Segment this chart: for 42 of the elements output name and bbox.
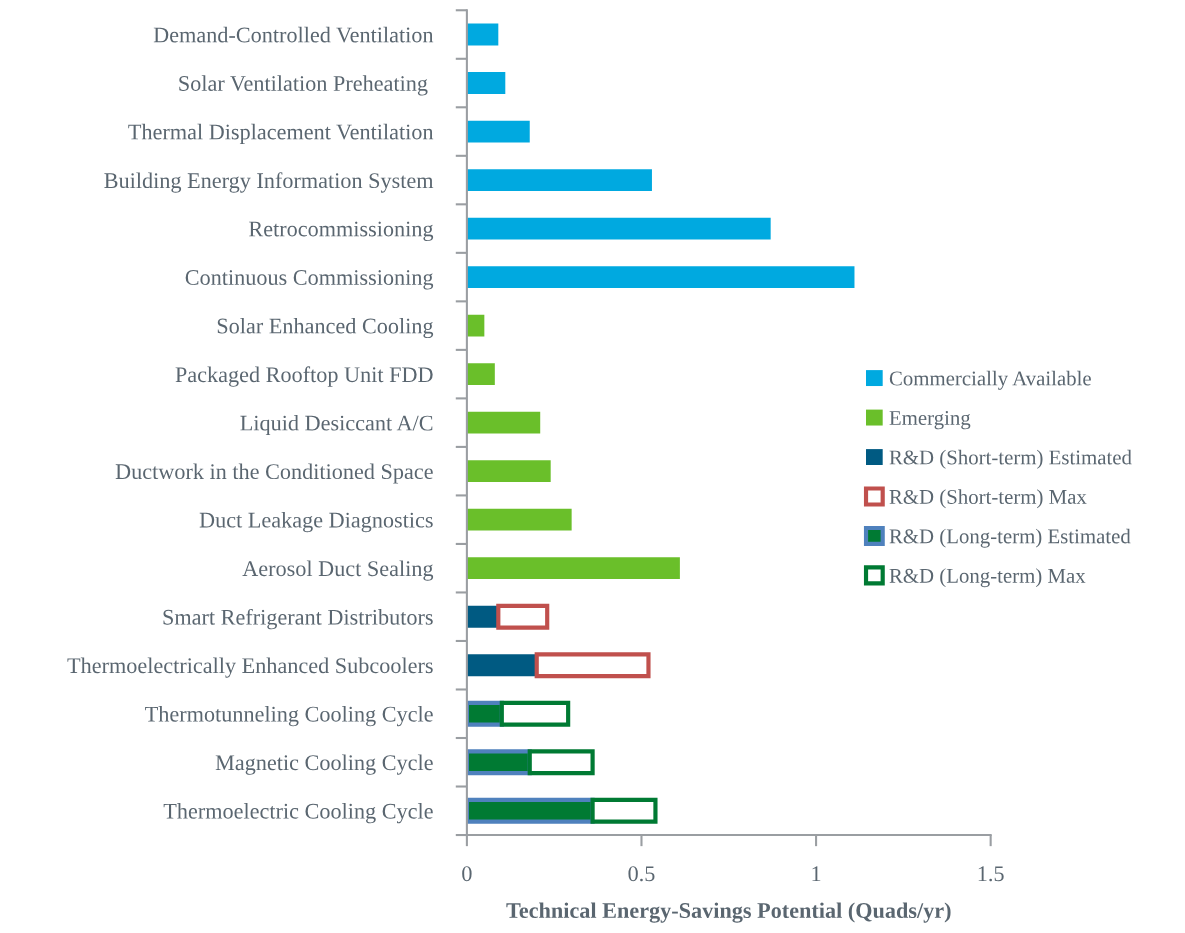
y-tick-label: Thermoelectric Cooling Cycle <box>163 803 433 824</box>
y-tick-label: Solar Enhanced Cooling <box>217 317 434 339</box>
y-tick-label: Magnetic Cooling Cycle <box>215 754 433 775</box>
legend-label: Emerging <box>889 411 971 430</box>
legend-label: Commercially Available <box>889 370 1091 390</box>
y-tick-label: Building Energy Information System <box>104 172 434 193</box>
y-tick-label: Packaged Rooftop Unit FDD <box>175 366 433 387</box>
bar <box>466 508 572 531</box>
y-tick-label: Thermoelectrically Enhanced Subcoolers <box>67 657 433 678</box>
y-tick-label: Aerosol Duct Sealing <box>242 560 434 581</box>
x-axis-title: Technical Energy-Savings Potential (Quads/yr) <box>506 902 951 923</box>
bar <box>466 460 551 483</box>
bar <box>466 411 541 434</box>
bar <box>466 654 537 677</box>
y-tick-label: Liquid Desiccant A/C <box>240 414 433 436</box>
bar <box>466 169 652 191</box>
x-tick-label: 0 <box>462 866 472 882</box>
x-tick-label: 1 <box>812 866 821 882</box>
x-tick-label: 0.5 <box>628 866 655 882</box>
legend-label: R&D (Long-term) Max <box>889 568 1086 588</box>
bar <box>466 557 680 580</box>
legend-label: R&D (Short-term) Max <box>889 489 1087 509</box>
bar <box>466 23 499 46</box>
legend-label: R&D (Long-term) Estimated <box>889 528 1131 548</box>
bar <box>466 120 530 143</box>
y-tick-label: Demand-Controlled Ventilation <box>153 26 434 43</box>
bar <box>466 605 499 628</box>
bar <box>466 363 495 386</box>
bar <box>466 314 485 337</box>
y-tick-label: Continuous Commissioning <box>185 270 434 290</box>
y-tick-label: Ductwork in the Conditioned Space <box>115 463 433 484</box>
legend-label: R&D (Short-term) Estimated <box>889 449 1132 469</box>
y-tick-label: Duct Leakage Diagnostics <box>199 511 433 533</box>
y-tick-label: Solar Ventilation Preheating <box>179 75 428 96</box>
y-tick-label: Thermal Displacement Ventilation <box>128 123 434 144</box>
y-tick-label: Thermotunneling Cooling Cycle <box>145 706 433 727</box>
bar <box>466 266 855 289</box>
y-tick-label: Retrocommissioning <box>249 221 434 242</box>
x-tick-label: 1.5 <box>978 866 1004 882</box>
y-tick-label: Smart Refrigerant Distributors <box>163 608 433 630</box>
bar <box>466 72 506 94</box>
bar <box>466 217 771 240</box>
